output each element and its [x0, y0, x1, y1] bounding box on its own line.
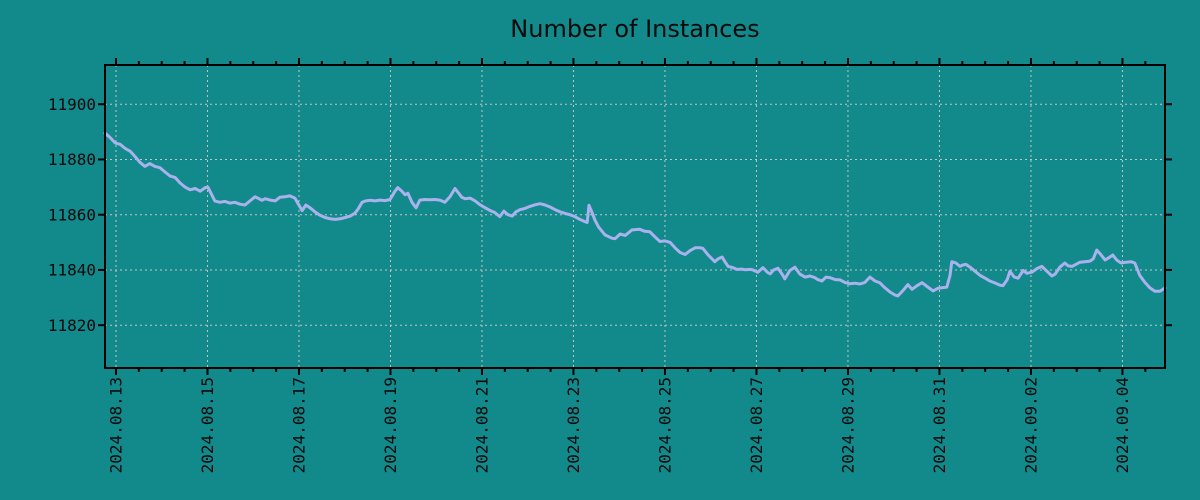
x-tick-label: 2024.08.25 [655, 377, 674, 473]
y-tick-label: 11820 [48, 316, 96, 335]
y-tick-label: 11840 [48, 261, 96, 280]
x-tick-label: 2024.08.31 [930, 377, 949, 473]
x-tick-label: 2024.08.19 [381, 377, 400, 473]
x-tick-label: 2024.08.23 [564, 377, 583, 473]
x-tick-label: 2024.08.13 [106, 377, 125, 473]
x-tick-label: 2024.08.29 [838, 377, 857, 473]
x-tick-label: 2024.08.15 [198, 377, 217, 473]
y-tick-label: 11900 [48, 95, 96, 114]
x-tick-label: 2024.08.27 [747, 377, 766, 473]
y-tick-label: 11860 [48, 205, 96, 224]
x-tick-label: 2024.09.04 [1113, 377, 1132, 473]
y-tick-label: 11880 [48, 150, 96, 169]
chart-title: Number of Instances [510, 15, 760, 43]
x-tick-label: 2024.09.02 [1021, 377, 1040, 473]
x-tick-label: 2024.08.17 [289, 377, 308, 473]
plot-border [104, 64, 1166, 369]
series-line [103, 131, 1167, 298]
x-tick-label: 2024.08.21 [472, 377, 491, 473]
